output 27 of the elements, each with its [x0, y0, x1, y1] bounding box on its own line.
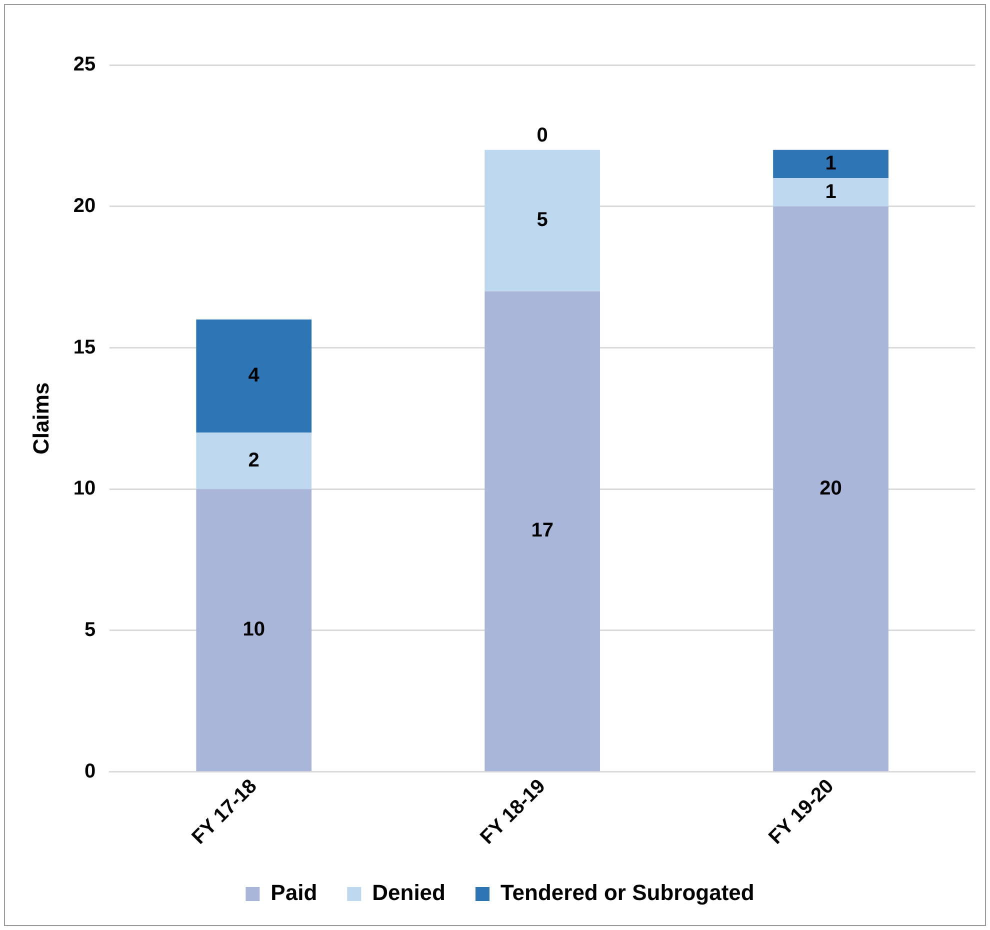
y-tick-label: 25	[73, 54, 96, 76]
bar	[484, 291, 600, 772]
y-tick-label: 0	[84, 760, 96, 782]
bar	[196, 489, 312, 772]
data-label: 4	[248, 364, 260, 387]
legend-label: Paid	[270, 880, 318, 906]
data-label: 5	[536, 209, 548, 232]
bar	[773, 150, 888, 178]
data-label: 20	[820, 477, 842, 500]
data-label: 0	[536, 124, 548, 146]
y-tick-label: 15	[73, 336, 96, 358]
y-tick-label: 20	[73, 194, 96, 217]
data-label: 17	[531, 520, 554, 542]
bar	[773, 206, 888, 772]
y-tick-label: 5	[84, 619, 96, 642]
y-axis-title: Claims	[28, 382, 54, 455]
data-label: 1	[825, 152, 836, 174]
data-label: 1	[825, 180, 836, 203]
y-tick-label: 10	[73, 478, 96, 500]
bar	[196, 432, 312, 490]
bar	[484, 150, 600, 292]
legend-label: Tendered or Subrogated	[500, 880, 754, 906]
data-label: 2	[248, 449, 260, 472]
bar	[196, 319, 312, 433]
data-label: 10	[242, 618, 265, 641]
bar	[773, 178, 888, 206]
legend-label: Denied	[372, 880, 446, 906]
